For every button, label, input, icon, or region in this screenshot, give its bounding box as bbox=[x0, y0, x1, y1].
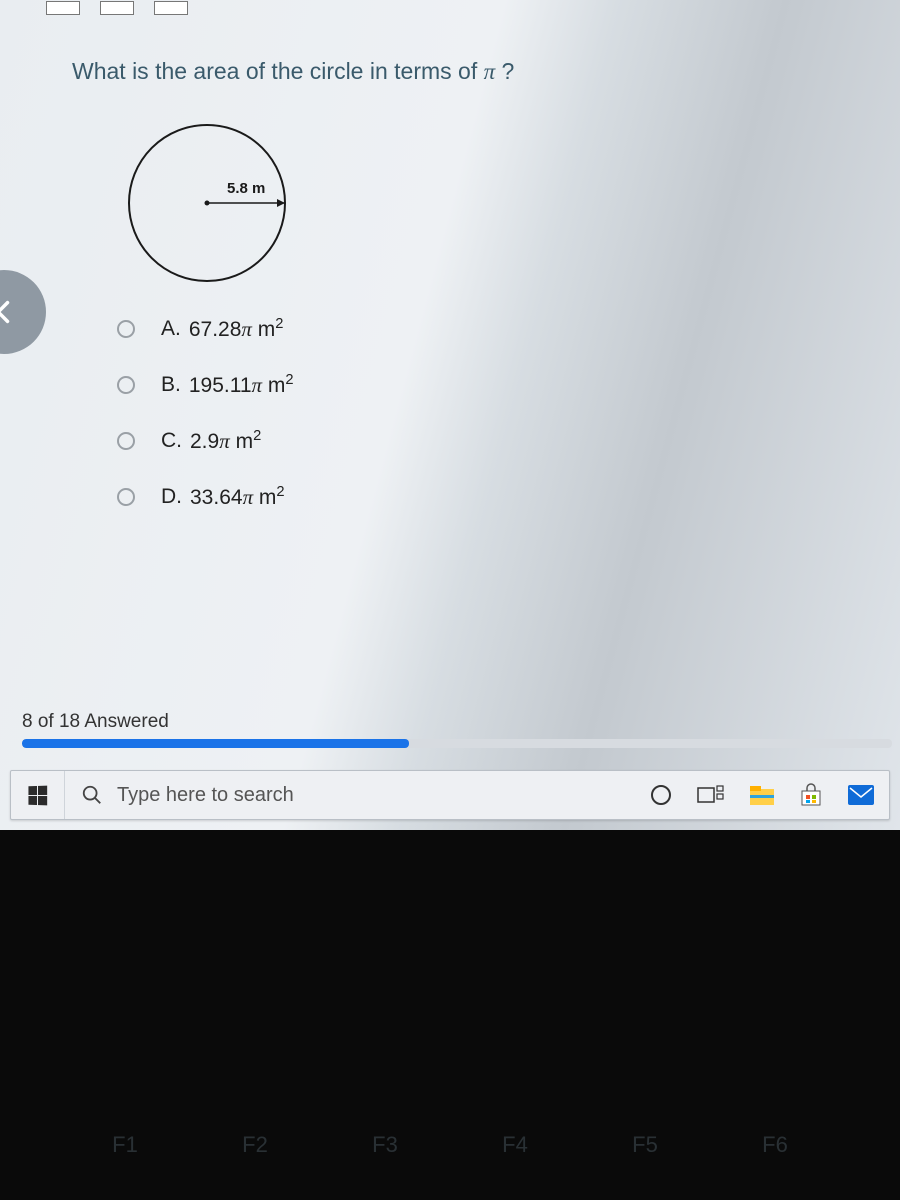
question-card: What is the area of the circle in terms … bbox=[22, 18, 892, 733]
physical-keyboard: F1 F2 F3 F4 F5 F6 bbox=[0, 1090, 900, 1200]
unit: m bbox=[262, 374, 285, 397]
toolbar-stub-icon bbox=[100, 1, 134, 15]
cortana-icon[interactable] bbox=[649, 783, 673, 807]
option-value: 33.64 bbox=[190, 486, 243, 509]
windows-taskbar: Type here to search bbox=[10, 770, 890, 820]
file-explorer-icon[interactable] bbox=[749, 784, 775, 806]
screen-area: What is the area of the circle in terms … bbox=[0, 0, 900, 830]
pi-symbol: π bbox=[484, 59, 496, 84]
question-text: What is the area of the circle in terms … bbox=[72, 58, 852, 85]
answer-options: A. 67.28π m2 B. 195.11π m2 C. 2.9π m2 bbox=[117, 316, 852, 510]
toolbar-stub-icon bbox=[46, 1, 80, 15]
task-view-icon[interactable] bbox=[697, 784, 725, 806]
windows-logo-icon bbox=[28, 785, 47, 805]
exponent: 2 bbox=[276, 484, 284, 500]
radius-label: 5.8 m bbox=[227, 180, 265, 197]
mail-icon[interactable] bbox=[847, 784, 875, 806]
option-text: 33.64π m2 bbox=[190, 484, 285, 510]
question-suffix: ? bbox=[495, 58, 514, 84]
radio-icon[interactable] bbox=[117, 320, 135, 338]
chevron-left-icon bbox=[0, 298, 18, 326]
progress-area: 8 of 18 Answered bbox=[22, 711, 892, 748]
pi-symbol: π bbox=[219, 429, 230, 453]
toolbar-stub-icon bbox=[154, 1, 188, 15]
unit: m bbox=[230, 430, 253, 453]
option-letter: A. bbox=[161, 317, 181, 341]
option-letter: C. bbox=[161, 429, 182, 453]
keyboard-key: F5 bbox=[615, 1132, 675, 1158]
pi-symbol: π bbox=[243, 485, 254, 509]
search-placeholder: Type here to search bbox=[117, 784, 294, 807]
radio-icon[interactable] bbox=[117, 376, 135, 394]
option-a[interactable]: A. 67.28π m2 bbox=[117, 316, 852, 342]
option-letter: D. bbox=[161, 485, 182, 509]
taskbar-icons bbox=[649, 783, 889, 807]
option-text: 195.11π m2 bbox=[189, 372, 294, 398]
option-letter: B. bbox=[161, 373, 181, 397]
browser-toolbar-stub bbox=[46, 0, 188, 16]
store-icon[interactable] bbox=[799, 783, 823, 807]
center-dot bbox=[205, 201, 210, 206]
keyboard-key: F1 bbox=[95, 1132, 155, 1158]
option-value: 67.28 bbox=[189, 318, 242, 341]
unit: m bbox=[253, 486, 276, 509]
option-value: 2.9 bbox=[190, 430, 219, 453]
keyboard-key: F6 bbox=[745, 1132, 805, 1158]
keyboard-key: F4 bbox=[485, 1132, 545, 1158]
pi-symbol: π bbox=[241, 317, 252, 341]
option-b[interactable]: B. 195.11π m2 bbox=[117, 372, 852, 398]
start-button[interactable] bbox=[11, 771, 65, 819]
unit: m bbox=[252, 318, 275, 341]
option-text: 67.28π m2 bbox=[189, 316, 284, 342]
keyboard-key: F2 bbox=[225, 1132, 285, 1158]
progress-fill bbox=[22, 739, 409, 748]
exponent: 2 bbox=[253, 428, 261, 444]
radio-icon[interactable] bbox=[117, 432, 135, 450]
progress-text: 8 of 18 Answered bbox=[22, 711, 892, 733]
circle-svg: 5.8 m bbox=[117, 113, 297, 283]
exponent: 2 bbox=[285, 372, 293, 388]
pi-symbol: π bbox=[252, 373, 263, 397]
option-text: 2.9π m2 bbox=[190, 428, 261, 454]
progress-bar bbox=[22, 739, 892, 748]
option-c[interactable]: C. 2.9π m2 bbox=[117, 428, 852, 454]
taskbar-search[interactable]: Type here to search bbox=[65, 771, 525, 819]
option-value: 195.11 bbox=[189, 374, 252, 397]
search-icon bbox=[81, 784, 103, 806]
radio-icon[interactable] bbox=[117, 488, 135, 506]
circle-diagram: 5.8 m bbox=[117, 113, 852, 288]
question-prefix: What is the area of the circle in terms … bbox=[72, 58, 484, 84]
option-d[interactable]: D. 33.64π m2 bbox=[117, 484, 852, 510]
exponent: 2 bbox=[275, 316, 283, 332]
radius-arrowhead bbox=[277, 199, 285, 207]
keyboard-key: F3 bbox=[355, 1132, 415, 1158]
